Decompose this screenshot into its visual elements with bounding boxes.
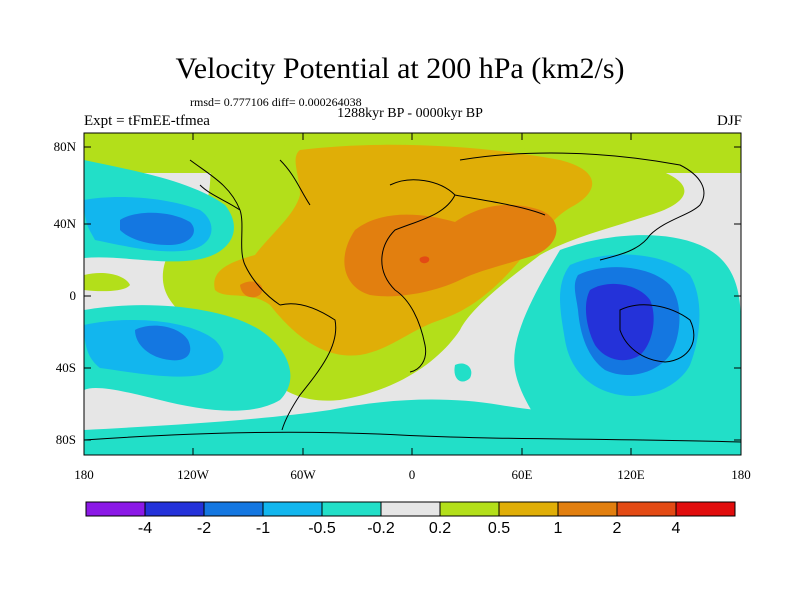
x-tick-label: 180 xyxy=(74,467,94,482)
x-tick-label: 60W xyxy=(290,467,316,482)
colorbar-swatch xyxy=(85,501,146,517)
y-tick-label: 80N xyxy=(53,139,76,154)
y-tick-label: 80S xyxy=(55,432,76,447)
stats-label: rmsd= 0.777106 diff= 0.000264038 xyxy=(190,95,362,109)
colorbar-label: -0.5 xyxy=(308,520,336,537)
coast-europe-africa xyxy=(381,179,546,373)
experiment-label: Expt = tFmEE-tfmea xyxy=(84,113,210,129)
colorbar-swatch xyxy=(439,501,500,517)
axis-ticks xyxy=(83,133,742,455)
colorbar-label: -1 xyxy=(255,520,271,537)
colorbar xyxy=(85,501,736,517)
map-title: Velocity Potential at 200 hPa (km2/s) xyxy=(175,52,625,85)
y-tick-label: 0 xyxy=(69,288,77,303)
x-tick-label: 0 xyxy=(408,467,416,482)
colorbar-swatch xyxy=(203,501,264,517)
colorbar-swatch xyxy=(262,501,323,517)
colorbar-swatch xyxy=(616,501,677,517)
colorbar-label: 4 xyxy=(671,520,681,537)
coast-antarctica xyxy=(84,431,741,443)
colorbar-label: -2 xyxy=(196,520,212,537)
x-tick-label: 120E xyxy=(617,467,645,482)
field-positive-south-atlantic xyxy=(454,363,472,382)
colorbar-swatch xyxy=(380,501,441,517)
colorbar-label: -0.2 xyxy=(367,520,395,537)
field-negative-strong-spac xyxy=(135,325,191,361)
field-positive-epac xyxy=(84,273,130,292)
field-positive-strong-small xyxy=(240,281,263,298)
field-positive-strong-tiny xyxy=(419,256,430,264)
colorbar-label: 1 xyxy=(553,520,563,537)
colorbar-label: 0.5 xyxy=(487,520,511,537)
period-label: 1288kyr BP - 0000kyr BP xyxy=(337,106,483,121)
coast-north-america xyxy=(189,159,311,306)
field-southern-band xyxy=(84,399,741,455)
colorbar-swatch xyxy=(557,501,618,517)
coast-south-america xyxy=(279,303,337,431)
x-tick-label: 120W xyxy=(177,467,209,482)
field-negative-strong-npac xyxy=(120,212,194,245)
colorbar-label: -4 xyxy=(137,520,153,537)
x-tick-label: 180 xyxy=(731,467,751,482)
y-tick-label: 40N xyxy=(53,216,76,231)
colorbar-label: 0.2 xyxy=(428,520,452,537)
y-tick-label: 40S xyxy=(55,360,76,375)
coastlines xyxy=(84,152,741,443)
x-tick-label: 60E xyxy=(511,467,533,482)
colorbar-swatch xyxy=(321,501,382,517)
field-positive-strong xyxy=(344,204,557,297)
coast-australia xyxy=(619,304,695,363)
season-label: DJF xyxy=(716,113,742,129)
contour-field xyxy=(84,133,741,455)
colorbar-swatch xyxy=(498,501,559,517)
colorbar-label: 2 xyxy=(612,520,622,537)
coast-asia xyxy=(459,152,705,261)
colorbar-swatch xyxy=(144,501,205,517)
colorbar-swatch xyxy=(675,501,736,517)
